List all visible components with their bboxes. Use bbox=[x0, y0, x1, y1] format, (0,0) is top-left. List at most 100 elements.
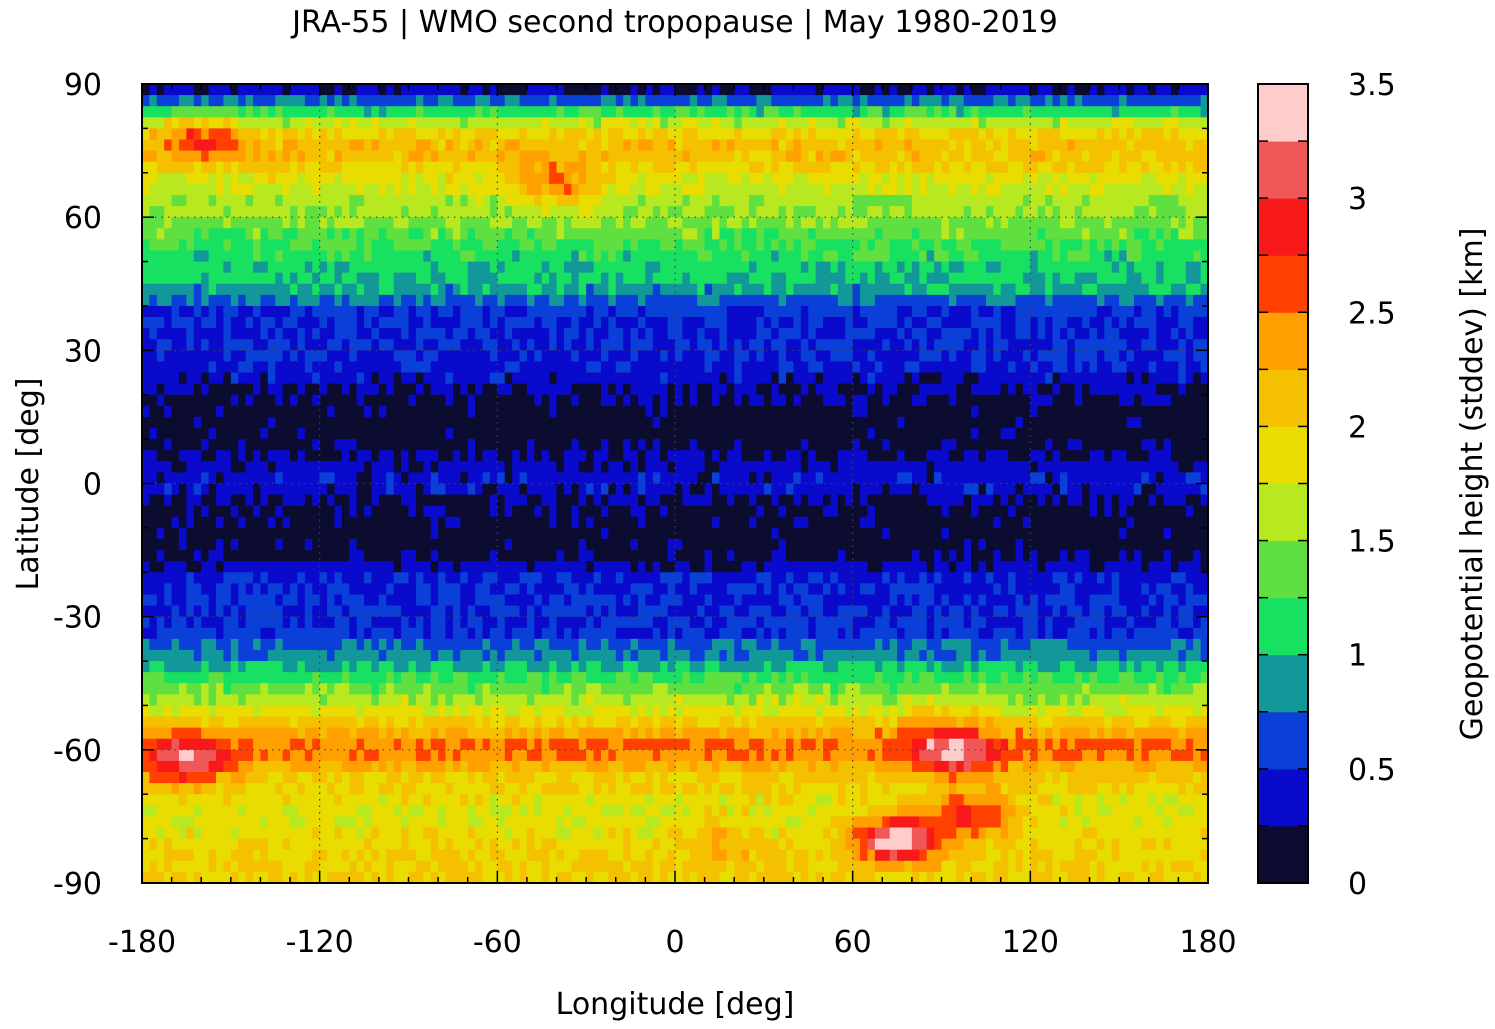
heatmap-cell bbox=[652, 383, 661, 396]
heatmap-cell bbox=[1045, 328, 1054, 340]
heatmap-cell bbox=[319, 250, 328, 263]
heatmap-cell bbox=[963, 428, 972, 440]
heatmap-cell bbox=[1178, 394, 1187, 407]
heatmap-cell bbox=[919, 450, 928, 462]
heatmap-cell bbox=[149, 350, 158, 363]
heatmap-cell bbox=[378, 261, 387, 274]
heatmap-cell bbox=[593, 261, 602, 274]
heatmap-cell bbox=[749, 283, 758, 296]
heatmap-cell bbox=[978, 372, 987, 385]
heatmap-cell bbox=[993, 283, 1002, 296]
heatmap-cell bbox=[282, 439, 291, 451]
heatmap-cell bbox=[1015, 183, 1024, 196]
heatmap-cell bbox=[290, 206, 299, 218]
heatmap-cell bbox=[889, 294, 898, 307]
heatmap-cell bbox=[615, 106, 624, 118]
heatmap-cell bbox=[1074, 139, 1083, 152]
heatmap-cell bbox=[704, 350, 713, 363]
heatmap-cell bbox=[238, 305, 247, 318]
heatmap-cell bbox=[652, 128, 661, 141]
heatmap-cell bbox=[993, 361, 1002, 374]
heatmap-cell bbox=[756, 405, 765, 418]
heatmap-cell bbox=[304, 339, 313, 351]
heatmap-cell bbox=[867, 416, 876, 429]
heatmap-cell bbox=[1133, 161, 1142, 174]
heatmap-cell bbox=[519, 139, 528, 152]
heatmap-cell bbox=[356, 194, 365, 207]
heatmap-cell bbox=[1170, 106, 1179, 118]
heatmap-cell bbox=[956, 217, 965, 229]
heatmap-cell bbox=[882, 217, 891, 229]
heatmap-cell bbox=[512, 228, 521, 240]
heatmap-cell bbox=[741, 405, 750, 418]
heatmap-cell bbox=[823, 439, 832, 451]
heatmap-cell bbox=[253, 461, 262, 474]
heatmap-cell bbox=[1178, 150, 1187, 163]
heatmap-cell bbox=[741, 394, 750, 407]
heatmap-cell bbox=[312, 206, 321, 218]
heatmap-cell bbox=[793, 283, 802, 296]
heatmap-cell bbox=[697, 428, 706, 440]
heatmap-cell bbox=[1148, 383, 1157, 396]
heatmap-cell bbox=[408, 328, 417, 340]
heatmap-cell bbox=[482, 394, 491, 407]
heatmap-cell bbox=[867, 328, 876, 340]
heatmap-cell bbox=[1015, 317, 1024, 329]
heatmap-cell bbox=[971, 206, 980, 218]
heatmap-cell bbox=[985, 372, 994, 385]
heatmap-cell bbox=[778, 183, 787, 196]
heatmap-cell bbox=[260, 339, 269, 351]
heatmap-cell bbox=[837, 250, 846, 263]
heatmap-cell bbox=[934, 128, 943, 141]
heatmap-cell bbox=[216, 461, 225, 474]
heatmap-cell bbox=[852, 95, 861, 107]
heatmap-cell bbox=[319, 328, 328, 340]
heatmap-cell bbox=[549, 161, 558, 174]
heatmap-cell bbox=[1045, 250, 1054, 263]
heatmap-cell bbox=[911, 250, 920, 263]
heatmap-cell bbox=[1008, 317, 1017, 329]
heatmap-cell bbox=[682, 461, 691, 474]
heatmap-cell bbox=[808, 161, 817, 174]
heatmap-cell bbox=[534, 84, 543, 96]
heatmap-cell bbox=[667, 183, 676, 196]
heatmap-cell bbox=[815, 305, 824, 318]
heatmap-cell bbox=[571, 139, 580, 152]
heatmap-cell bbox=[793, 183, 802, 196]
heatmap-cell bbox=[371, 128, 380, 141]
heatmap-cell bbox=[1148, 317, 1157, 329]
heatmap-cell bbox=[327, 305, 336, 318]
heatmap-cell bbox=[1082, 139, 1091, 152]
heatmap-cell bbox=[1193, 106, 1202, 118]
heatmap-cell bbox=[334, 405, 343, 418]
heatmap-cell bbox=[401, 450, 410, 462]
heatmap-cell bbox=[201, 272, 210, 285]
heatmap-cell bbox=[689, 206, 698, 218]
heatmap-cell bbox=[667, 172, 676, 185]
heatmap-cell bbox=[563, 228, 572, 240]
heatmap-cell bbox=[897, 339, 906, 351]
heatmap-cell bbox=[275, 383, 284, 396]
heatmap-cell bbox=[904, 194, 913, 207]
heatmap-cell bbox=[1185, 328, 1194, 340]
heatmap-cell bbox=[142, 439, 151, 451]
heatmap-cell bbox=[371, 117, 380, 129]
heatmap-cell bbox=[941, 450, 950, 462]
heatmap-cell bbox=[1185, 194, 1194, 207]
heatmap-cell bbox=[956, 150, 965, 163]
heatmap-cell bbox=[334, 206, 343, 218]
heatmap-cell bbox=[504, 194, 513, 207]
heatmap-cell bbox=[230, 283, 239, 296]
heatmap-cell bbox=[460, 350, 469, 363]
heatmap-cell bbox=[1022, 161, 1031, 174]
heatmap-cell bbox=[793, 339, 802, 351]
heatmap-cell bbox=[571, 239, 580, 252]
heatmap-cell bbox=[1059, 194, 1068, 207]
heatmap-cell bbox=[319, 283, 328, 296]
heatmap-cell bbox=[504, 439, 513, 451]
heatmap-cell bbox=[475, 239, 484, 252]
heatmap-cell bbox=[985, 172, 994, 185]
heatmap-cell bbox=[837, 328, 846, 340]
heatmap-cell bbox=[704, 106, 713, 118]
heatmap-cell bbox=[897, 84, 906, 96]
